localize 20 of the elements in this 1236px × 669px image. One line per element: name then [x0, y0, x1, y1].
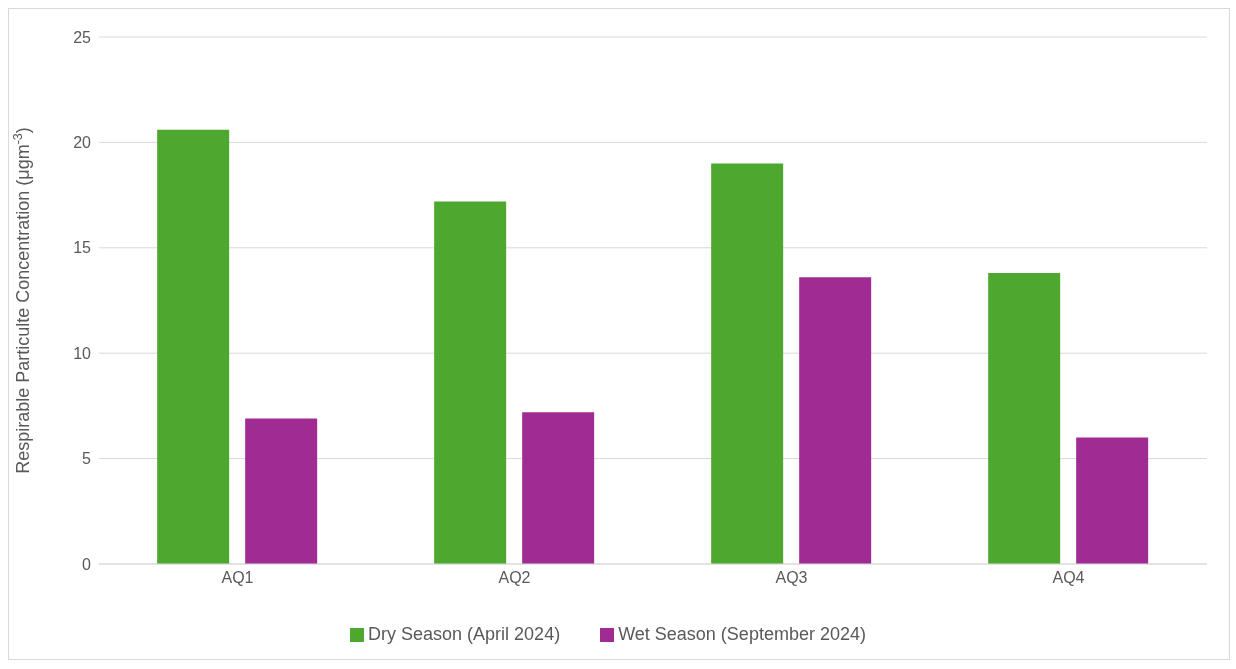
bar [1076, 437, 1149, 564]
bar [157, 129, 230, 564]
bar [988, 273, 1061, 564]
x-tick-label: AQ4 [1052, 569, 1085, 587]
x-tick-label: AQ1 [221, 569, 254, 587]
legend-label: Dry Season (April 2024) [368, 624, 561, 644]
bar [522, 412, 595, 564]
y-tick-label: 15 [73, 239, 92, 257]
bar [711, 163, 784, 564]
y-tick-label: 25 [73, 28, 92, 46]
y-tick-label: 5 [82, 450, 92, 468]
bar [799, 277, 872, 564]
x-tick-label: AQ3 [775, 569, 808, 587]
legend-label: Wet Season (September 2024) [618, 624, 866, 644]
y-tick-label: 20 [73, 134, 92, 152]
y-tick-label: 0 [82, 555, 92, 573]
bar [245, 418, 318, 564]
bar [434, 201, 507, 564]
y-tick-label: 10 [73, 344, 92, 362]
x-tick-label: AQ2 [498, 569, 531, 587]
